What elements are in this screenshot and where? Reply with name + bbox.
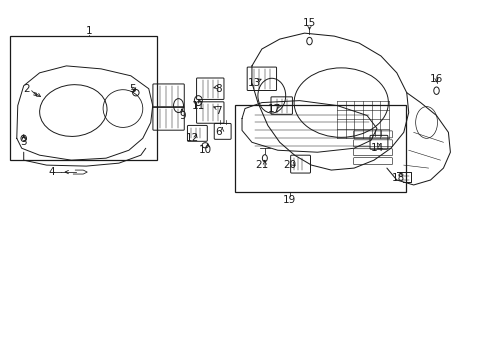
Text: 15: 15: [302, 18, 315, 28]
Text: 7: 7: [214, 105, 221, 116]
Text: 9: 9: [179, 111, 185, 121]
Text: 16: 16: [429, 74, 442, 84]
Text: 21: 21: [255, 160, 268, 170]
Text: 5: 5: [129, 84, 136, 94]
Text: 20: 20: [283, 160, 296, 170]
Text: 12: 12: [185, 133, 199, 143]
Text: 4: 4: [48, 167, 55, 177]
Text: 13: 13: [248, 78, 261, 88]
Text: 10: 10: [198, 145, 211, 155]
Text: 14: 14: [369, 143, 383, 153]
Text: 18: 18: [391, 173, 405, 183]
Text: 3: 3: [20, 137, 27, 147]
Text: 1: 1: [86, 26, 92, 36]
Text: 11: 11: [191, 100, 204, 111]
Text: 6: 6: [214, 127, 221, 138]
Text: 2: 2: [23, 84, 30, 94]
Text: 8: 8: [214, 84, 221, 94]
Bar: [10, 36, 156, 160]
Text: 17: 17: [267, 104, 281, 113]
Bar: [235, 105, 405, 192]
Text: 19: 19: [283, 195, 296, 205]
